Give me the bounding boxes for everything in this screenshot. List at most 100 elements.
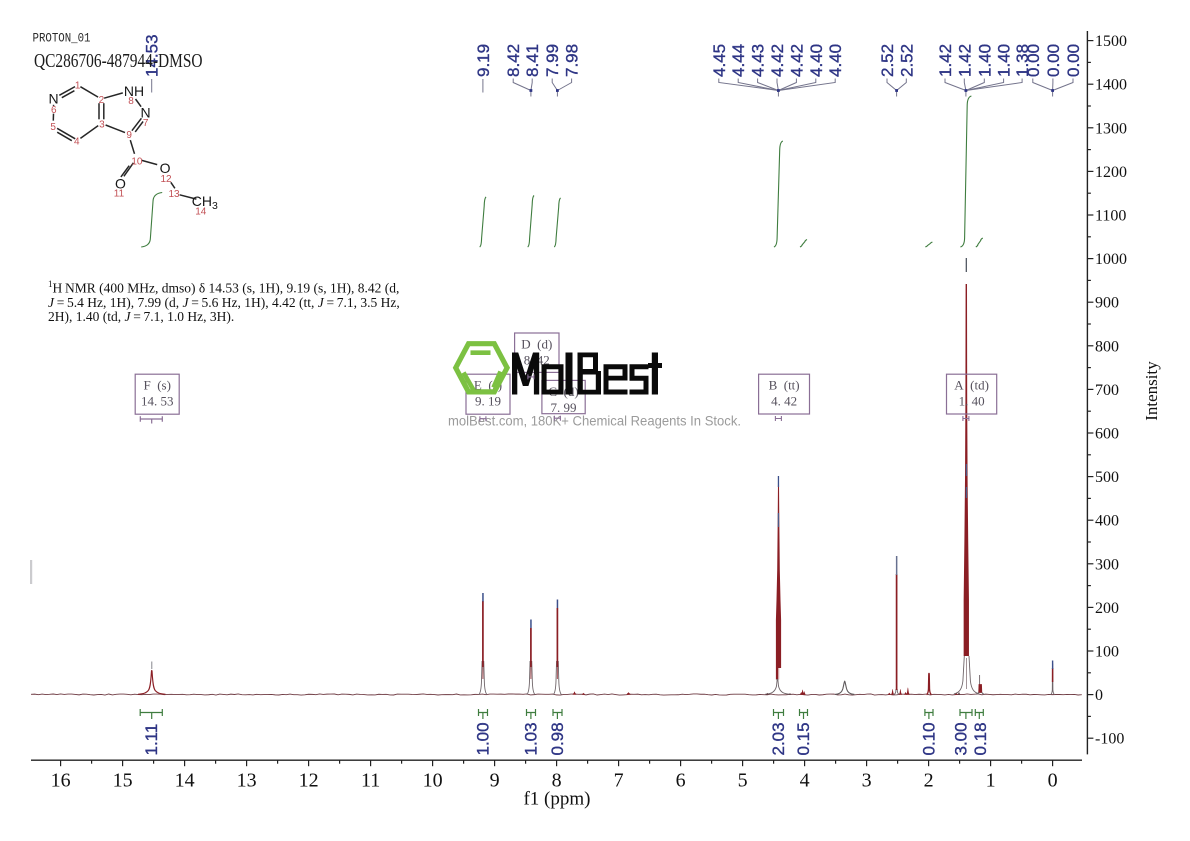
svg-text:4: 4 bbox=[800, 770, 810, 792]
svg-text:700: 700 bbox=[1095, 382, 1119, 399]
svg-text:1400: 1400 bbox=[1095, 77, 1127, 94]
svg-text:1: 1 bbox=[75, 81, 81, 92]
svg-text:4.42: 4.42 bbox=[768, 44, 787, 77]
svg-text:7: 7 bbox=[143, 118, 149, 129]
svg-text:12: 12 bbox=[160, 174, 172, 185]
svg-text:800: 800 bbox=[1095, 338, 1119, 355]
svg-text:13: 13 bbox=[237, 770, 257, 792]
svg-text:Intensity: Intensity bbox=[1142, 361, 1161, 421]
svg-text:1.42: 1.42 bbox=[936, 44, 955, 77]
svg-text:1.42: 1.42 bbox=[955, 44, 974, 77]
svg-text:4.42: 4.42 bbox=[787, 44, 806, 77]
svg-text:400: 400 bbox=[1095, 513, 1119, 530]
svg-text:8: 8 bbox=[128, 96, 134, 107]
svg-text:0.98: 0.98 bbox=[548, 722, 567, 755]
svg-text:4. 42: 4. 42 bbox=[771, 394, 797, 409]
svg-text:PROTON_01: PROTON_01 bbox=[33, 31, 91, 46]
svg-text:1.11: 1.11 bbox=[142, 724, 161, 756]
svg-text:0.00: 0.00 bbox=[1024, 44, 1043, 77]
svg-text:2.52: 2.52 bbox=[878, 44, 897, 77]
svg-text:10: 10 bbox=[131, 157, 143, 168]
svg-text:0.15: 0.15 bbox=[794, 722, 813, 755]
svg-text:4.44: 4.44 bbox=[729, 44, 748, 77]
svg-text:1200: 1200 bbox=[1095, 164, 1127, 181]
svg-text:14. 53: 14. 53 bbox=[141, 394, 174, 409]
svg-text:NH: NH bbox=[124, 83, 144, 99]
svg-text:9: 9 bbox=[490, 770, 500, 792]
svg-text:600: 600 bbox=[1095, 426, 1119, 443]
svg-text:4: 4 bbox=[74, 137, 80, 148]
svg-text:4.43: 4.43 bbox=[749, 44, 768, 77]
svg-text:900: 900 bbox=[1095, 295, 1119, 312]
svg-text:4.40: 4.40 bbox=[807, 44, 826, 77]
svg-text:2: 2 bbox=[924, 770, 934, 792]
svg-text:8.42: 8.42 bbox=[504, 44, 523, 77]
svg-text:14.53: 14.53 bbox=[143, 34, 162, 77]
svg-text:14: 14 bbox=[195, 207, 207, 218]
svg-text:0: 0 bbox=[1095, 687, 1103, 704]
svg-text:CH3: CH3 bbox=[192, 193, 218, 212]
svg-text:5: 5 bbox=[50, 122, 56, 133]
svg-text:4.45: 4.45 bbox=[710, 44, 729, 77]
svg-text:9. 19: 9. 19 bbox=[475, 394, 501, 409]
svg-text:2: 2 bbox=[99, 95, 105, 106]
svg-text:2.52: 2.52 bbox=[897, 44, 916, 77]
svg-text:8: 8 bbox=[552, 770, 562, 792]
svg-text:N: N bbox=[49, 91, 59, 107]
svg-text:1300: 1300 bbox=[1095, 120, 1127, 137]
svg-text:0: 0 bbox=[1048, 770, 1058, 792]
svg-text:1.03: 1.03 bbox=[521, 722, 540, 755]
svg-text:6: 6 bbox=[51, 105, 57, 116]
svg-text:0.00: 0.00 bbox=[1064, 44, 1083, 77]
svg-text:1100: 1100 bbox=[1095, 208, 1126, 225]
svg-text:6: 6 bbox=[676, 770, 686, 792]
svg-text:0.18: 0.18 bbox=[971, 722, 990, 755]
svg-text:A (td): A (td) bbox=[954, 378, 989, 393]
svg-text:7: 7 bbox=[614, 770, 624, 792]
svg-text:3.00: 3.00 bbox=[952, 722, 971, 755]
svg-text:200: 200 bbox=[1095, 600, 1119, 617]
svg-text:11: 11 bbox=[361, 770, 380, 792]
svg-text:15: 15 bbox=[113, 770, 133, 792]
svg-text:3: 3 bbox=[99, 120, 105, 131]
svg-text:0.10: 0.10 bbox=[920, 722, 939, 755]
svg-text:8.41: 8.41 bbox=[523, 44, 542, 77]
svg-text:100: 100 bbox=[1095, 644, 1119, 661]
svg-text:molBest.com, 180K+ Chemical Re: molBest.com, 180K+ Chemical Reagents In … bbox=[448, 413, 741, 429]
svg-text:N: N bbox=[141, 105, 151, 121]
svg-text:1.38: 1.38 bbox=[1013, 44, 1032, 77]
svg-text:f1 (ppm): f1 (ppm) bbox=[523, 789, 590, 810]
svg-text:7.98: 7.98 bbox=[563, 44, 582, 77]
svg-text:12: 12 bbox=[299, 770, 319, 792]
svg-text:4.40: 4.40 bbox=[826, 44, 845, 77]
svg-text:7.99: 7.99 bbox=[543, 44, 562, 77]
svg-text:B (tt): B (tt) bbox=[769, 378, 800, 393]
svg-text:O: O bbox=[115, 175, 126, 191]
svg-text:500: 500 bbox=[1095, 469, 1119, 486]
svg-text:2.03: 2.03 bbox=[769, 722, 788, 755]
svg-text:10: 10 bbox=[423, 770, 443, 792]
svg-text:0.00: 0.00 bbox=[1044, 44, 1063, 77]
svg-text:1.40: 1.40 bbox=[975, 44, 994, 77]
svg-text:9.19: 9.19 bbox=[474, 44, 493, 77]
svg-text:1: 1 bbox=[986, 770, 996, 792]
svg-text:3: 3 bbox=[862, 770, 872, 792]
svg-text:F (s): F (s) bbox=[143, 378, 170, 393]
svg-text:11: 11 bbox=[114, 188, 125, 199]
svg-text:D (d): D (d) bbox=[521, 337, 552, 352]
svg-text:13: 13 bbox=[168, 189, 180, 200]
svg-text:5: 5 bbox=[738, 770, 748, 792]
svg-text:14: 14 bbox=[175, 770, 195, 792]
svg-text:16: 16 bbox=[51, 770, 71, 792]
svg-text:300: 300 bbox=[1095, 556, 1119, 573]
svg-text:1. 40: 1. 40 bbox=[959, 394, 985, 409]
svg-text:O: O bbox=[160, 160, 171, 176]
svg-text:9: 9 bbox=[126, 130, 132, 141]
svg-text:1.00: 1.00 bbox=[473, 722, 492, 755]
svg-text:7. 99: 7. 99 bbox=[551, 400, 577, 415]
svg-text:QC286706-487944-DMSO: QC286706-487944-DMSO bbox=[34, 50, 203, 72]
svg-text:-100: -100 bbox=[1095, 731, 1124, 748]
svg-text:1.40: 1.40 bbox=[995, 44, 1014, 77]
svg-text:1500: 1500 bbox=[1095, 33, 1127, 50]
svg-text:1000: 1000 bbox=[1095, 251, 1127, 268]
